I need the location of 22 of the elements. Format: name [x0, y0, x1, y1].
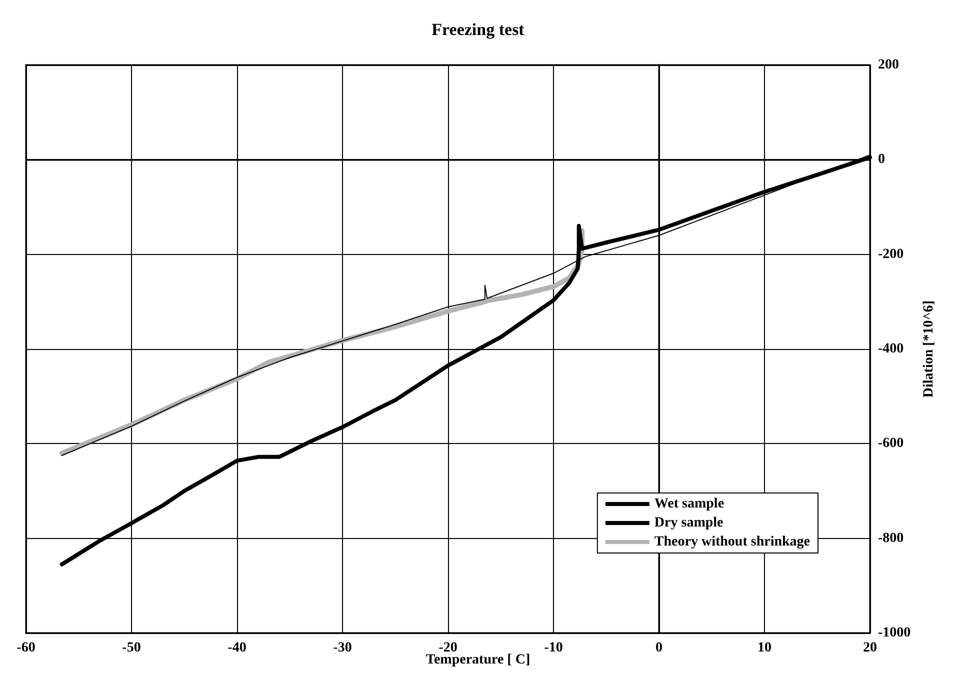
- y-tick-label: -1000: [878, 626, 911, 640]
- legend-label: Theory without shrinkage: [654, 534, 810, 550]
- x-tick-label: -60: [16, 640, 36, 656]
- x-tick-label: -50: [122, 640, 141, 656]
- x-tick-label: 10: [758, 640, 772, 656]
- x-tick-label: -40: [228, 640, 246, 656]
- y-axis-title: Dilation [*10^6]: [922, 300, 936, 398]
- x-axis-title: Temperature [ C]: [426, 652, 530, 668]
- x-tick-label: 20: [863, 640, 877, 656]
- y-tick-label: -200: [878, 246, 904, 262]
- y-tick-label: 200: [878, 58, 899, 72]
- x-tick-label: 0: [656, 640, 662, 656]
- x-tick-label: -10: [544, 640, 563, 656]
- y-tick-label: -600: [878, 436, 904, 452]
- y-tick-label: -800: [878, 530, 904, 546]
- legend-label: Dry sample: [654, 516, 724, 530]
- x-tick-label: -20: [438, 640, 458, 656]
- y-tick-label: -400: [878, 342, 904, 356]
- y-tick-label: 0: [878, 152, 885, 168]
- x-tick-label: -30: [333, 640, 352, 656]
- chart-title: Freezing test: [432, 20, 525, 39]
- legend-label: Wet sample: [654, 496, 724, 512]
